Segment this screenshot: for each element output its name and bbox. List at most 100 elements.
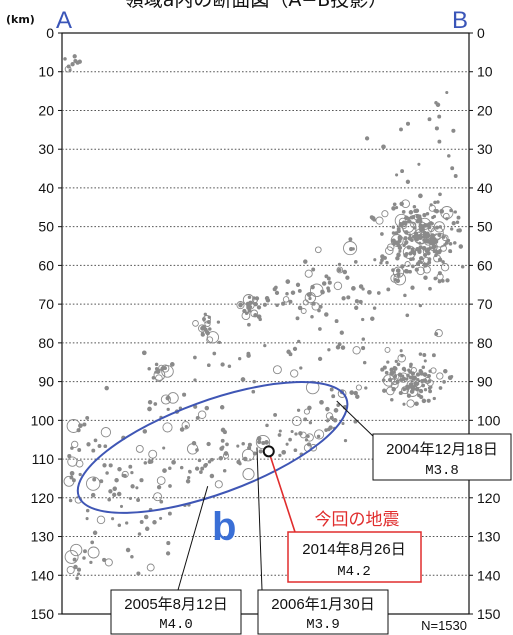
hypocenter-point	[435, 225, 439, 230]
hypocenter-point	[442, 235, 446, 239]
hypocenter-point	[264, 295, 270, 301]
hypocenter-point	[391, 231, 396, 235]
hypocenter-point	[421, 245, 427, 251]
hypocenter-point	[432, 214, 437, 219]
callout-2004-leader	[336, 400, 376, 439]
hypocenter-point	[422, 372, 428, 377]
callout-2004-date: 2004年12月18日	[386, 441, 498, 458]
hypocenter-point	[167, 392, 179, 404]
hypocenter-point	[448, 241, 453, 246]
hypocenter-point	[423, 252, 428, 258]
hypocenter-point	[77, 448, 82, 452]
hypocenter-point	[447, 154, 451, 158]
hypocenter-point	[361, 346, 366, 351]
hypocenter-point	[239, 302, 243, 306]
hypocenter-point	[320, 289, 325, 294]
hypocenter-point	[78, 472, 82, 477]
hypocenter-point	[206, 331, 220, 344]
callout-2014-heading: 今回の地震	[315, 510, 400, 530]
hypocenter-point	[395, 256, 400, 261]
hypocenter-point	[159, 516, 163, 520]
hypocenter-point	[102, 463, 107, 468]
hypocenter-point	[107, 497, 112, 502]
hypocenter-point	[130, 484, 135, 489]
hypocenter-point	[442, 380, 446, 384]
hypocenter-point	[426, 233, 431, 238]
hypocenter-point	[247, 308, 252, 313]
hypocenter-point	[161, 365, 174, 378]
hypocenter-point	[200, 466, 205, 471]
hypocenter-point	[72, 557, 77, 562]
hypocenter-point	[125, 547, 131, 553]
hypocenter-point	[317, 308, 321, 313]
hypocenter-point	[181, 421, 190, 430]
hypocenter-point	[258, 317, 262, 322]
hypocenter-point	[117, 466, 122, 472]
hypocenter-point	[393, 366, 398, 371]
hypocenter-point	[252, 296, 256, 300]
hypocenter-point	[422, 265, 431, 274]
hypocenter-point	[412, 204, 417, 209]
hypocenter-point	[254, 296, 260, 301]
hypocenter-point	[204, 329, 210, 335]
hypocenter-point	[346, 295, 351, 300]
hypocenter-point	[146, 563, 155, 572]
hypocenter-point	[426, 247, 431, 252]
hypocenter-point	[288, 299, 293, 304]
hypocenter-point	[296, 408, 301, 412]
hypocenter-point	[372, 306, 377, 310]
hypocenter-point	[292, 346, 298, 352]
hypocenter-point	[421, 383, 426, 388]
hypocenter-point	[324, 312, 329, 317]
hypocenter-point	[394, 359, 398, 364]
hypocenter-point	[418, 352, 423, 356]
end-label-a: A	[56, 7, 72, 34]
hypocenter-point	[336, 403, 341, 407]
hypocenter-point	[70, 543, 83, 557]
hypocenter-point	[198, 324, 207, 333]
callout-2014-leader	[267, 451, 296, 533]
hypocenter-point	[342, 269, 348, 275]
hypocenter-point	[384, 346, 391, 353]
hypocenter-point	[159, 499, 164, 504]
hypocenter-point	[364, 386, 368, 390]
hypocenter-point	[427, 373, 431, 378]
hypocenter-point	[130, 554, 134, 559]
hypocenter-point	[197, 410, 207, 419]
hypocenter-point	[255, 434, 271, 450]
hypocenter-point	[241, 311, 251, 321]
left-tick-label: 120	[31, 490, 55, 506]
hypocenter-point	[128, 496, 133, 500]
hypocenter-point	[398, 373, 403, 377]
hypocenter-point	[135, 486, 139, 490]
hypocenter-point	[86, 476, 101, 491]
hypocenter-point	[212, 351, 217, 356]
hypocenter-point	[385, 260, 389, 265]
hypocenter-point	[75, 576, 79, 581]
hypocenter-point	[354, 299, 359, 304]
hypocenter-point	[307, 405, 312, 411]
hypocenter-point	[247, 445, 252, 451]
hypocenter-point	[187, 475, 191, 480]
hypocenter-point	[281, 449, 287, 455]
hypocenter-point	[148, 449, 158, 459]
hypocenter-point	[288, 437, 292, 442]
hypocenter-point	[236, 301, 245, 310]
left-tick-label: 60	[38, 257, 54, 273]
hypocenter-point	[418, 303, 423, 308]
hypocenter-point	[418, 369, 423, 374]
hypocenter-point	[151, 375, 156, 380]
hypocenter-point	[147, 399, 153, 405]
hypocenter-point	[303, 259, 308, 264]
hypocenter-point	[402, 243, 406, 248]
hypocenter-point	[114, 477, 119, 483]
hypocenter-point	[422, 353, 427, 357]
hypocenter-point	[188, 470, 192, 474]
hypocenter-point	[303, 417, 308, 422]
hypocenter-point	[274, 285, 278, 290]
hypocenter-point	[297, 339, 301, 344]
hypocenter-point	[415, 229, 423, 236]
hypocenter-point	[412, 226, 417, 230]
right-tick-label: 70	[477, 296, 493, 312]
